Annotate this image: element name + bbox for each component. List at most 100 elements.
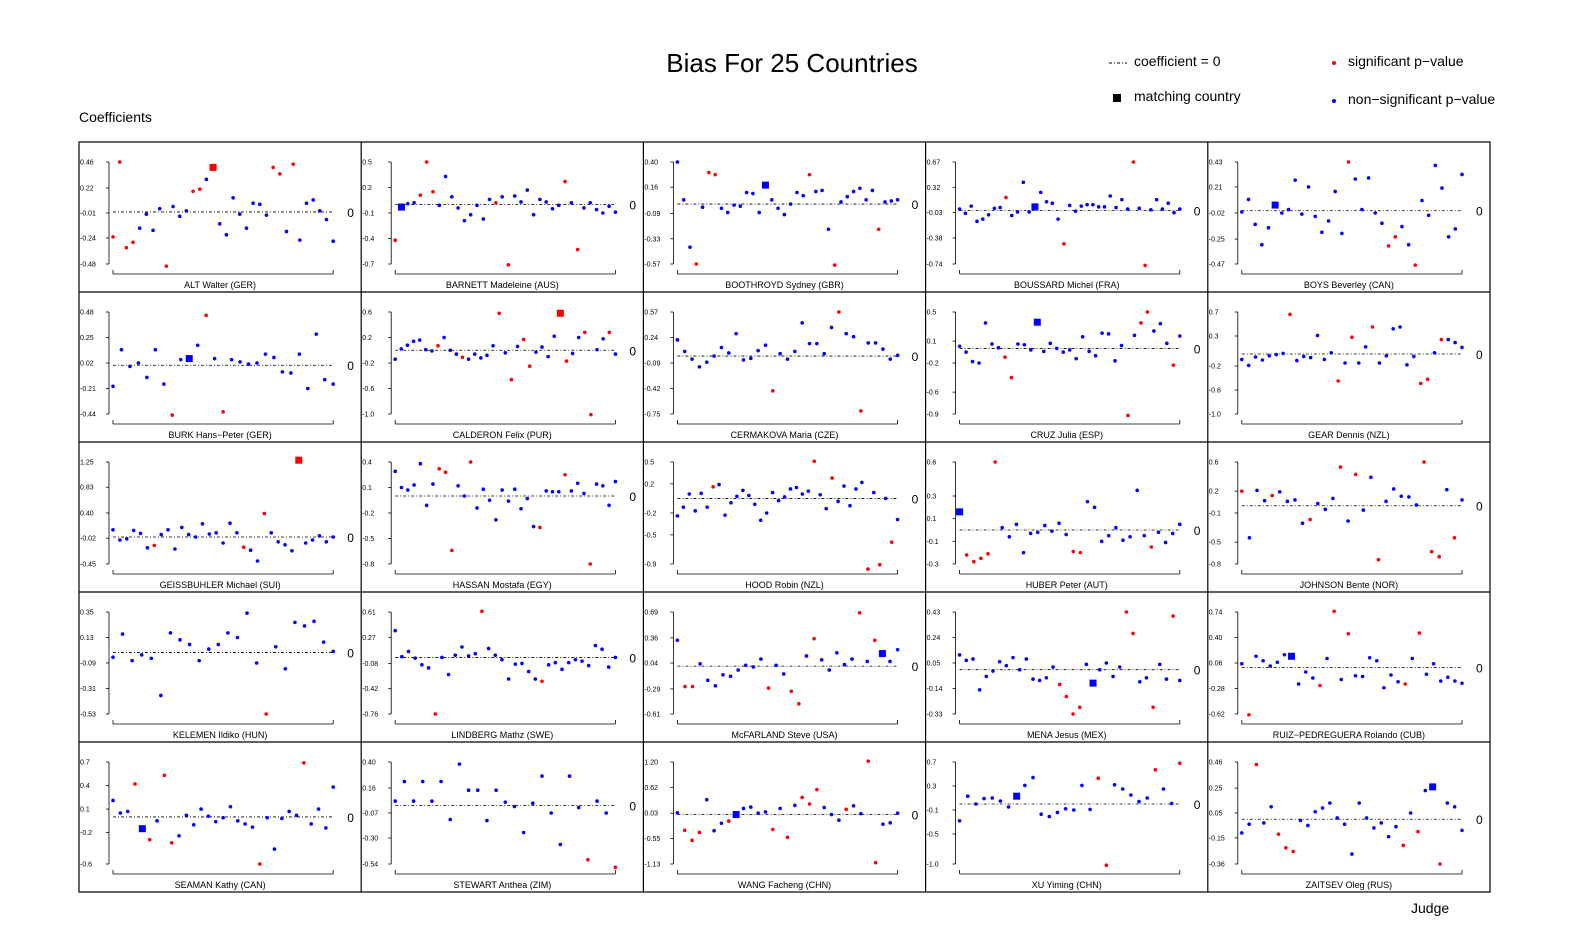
nonsignificant-point <box>582 206 586 210</box>
y-tick-label: 0.69 <box>644 610 658 617</box>
nonsignificant-point <box>155 819 159 823</box>
nonsignificant-point <box>1125 207 1130 211</box>
nonsignificant-point <box>485 818 489 823</box>
significant-point <box>1071 549 1076 554</box>
y-tick-label: 0.61 <box>362 610 376 617</box>
y-tick-label: -0.4 <box>362 236 374 243</box>
nonsignificant-point <box>1016 342 1020 346</box>
nonsignificant-point <box>1298 818 1303 823</box>
matching-country-marker <box>185 355 193 363</box>
nonsignificant-point <box>1169 801 1174 806</box>
significant-point <box>393 238 398 242</box>
nonsignificant-point <box>314 332 319 336</box>
nonsignificant-point <box>1178 334 1182 338</box>
nonsignificant-point <box>1047 814 1052 819</box>
y-tick-label: 0.48 <box>80 310 94 317</box>
nonsignificant-point <box>245 611 249 615</box>
nonsignificant-point <box>1021 180 1026 185</box>
nonsignificant-point <box>519 200 523 204</box>
nonsignificant-point <box>793 349 797 354</box>
nonsignificant-point <box>1389 673 1393 677</box>
significant-point <box>563 179 567 184</box>
nonsignificant-point <box>280 370 285 374</box>
nonsignificant-point <box>888 659 892 664</box>
nonsignificant-point <box>743 663 748 668</box>
y-tick-label: -0.3 <box>927 562 939 569</box>
significant-point <box>262 511 267 516</box>
significant-point <box>1318 683 1322 688</box>
y-tick-label: -0.54 <box>362 862 378 869</box>
nonsignificant-point <box>406 649 411 654</box>
nonsignificant-point <box>977 688 982 692</box>
matching-country-marker <box>397 203 405 211</box>
significant-point <box>509 377 514 382</box>
nonsignificant-point <box>675 514 680 518</box>
nonsignificant-point <box>486 646 491 651</box>
y-tick-label: 0.6 <box>362 310 372 317</box>
nonsignificant-point <box>859 811 863 816</box>
nonsignificant-point <box>393 628 398 633</box>
significant-point <box>1276 832 1281 836</box>
nonsignificant-point <box>998 205 1002 210</box>
nonsignificant-point <box>405 488 410 492</box>
nonsignificant-point <box>273 644 278 649</box>
significant-point <box>1437 554 1442 559</box>
nonsignificant-point <box>1102 205 1107 209</box>
nonsignificant-point <box>1084 662 1089 667</box>
significant-point <box>993 460 997 464</box>
nonsignificant-point <box>235 635 240 640</box>
nonsignificant-point <box>964 658 969 663</box>
nonsignificant-point <box>1142 533 1147 538</box>
significant-point <box>1422 460 1426 464</box>
significant-point <box>713 172 717 177</box>
zero-label: 0 <box>629 490 636 504</box>
nonsignificant-point <box>494 518 498 522</box>
nonsignificant-point <box>698 661 702 666</box>
nonsignificant-point <box>1240 210 1244 214</box>
nonsignificant-point <box>1379 821 1384 825</box>
nonsignificant-point <box>1446 235 1451 239</box>
nonsignificant-point <box>1331 496 1335 501</box>
nonsignificant-point <box>705 678 710 683</box>
nonsignificant-point <box>1093 353 1098 358</box>
nonsignificant-point <box>331 239 336 244</box>
y-tick-label: -0.30 <box>362 835 378 842</box>
significant-point <box>1338 465 1343 469</box>
significant-point <box>1240 489 1244 493</box>
nonsignificant-point <box>851 803 856 808</box>
nonsignificant-point <box>287 809 291 814</box>
nonsignificant-point <box>870 188 875 193</box>
nonsignificant-point <box>717 482 721 487</box>
nonsignificant-point <box>1112 783 1117 787</box>
nonsignificant-point <box>1055 810 1060 815</box>
significant-point <box>1353 472 1358 477</box>
nonsignificant-point <box>569 489 574 493</box>
nonsignificant-point <box>180 525 184 530</box>
zero-label: 0 <box>1194 798 1201 812</box>
nonsignificant-point <box>493 653 498 657</box>
nonsignificant-point <box>1172 210 1176 215</box>
nonsignificant-point <box>601 211 605 215</box>
nonsignificant-point <box>682 349 687 354</box>
matching-country-marker <box>1288 652 1296 660</box>
nonsignificant-point <box>431 482 435 486</box>
nonsignificant-point <box>851 189 856 194</box>
nonsignificant-point <box>822 805 826 810</box>
panel: 0.74 0.40 0.06 -0.28 -0.62 0 RUIZ−PEDREGUERA R… <box>1209 609 1483 740</box>
significant-point <box>1153 768 1158 772</box>
nonsignificant-point <box>544 489 548 493</box>
judge-name: RUIZ−PEDREGUERA Rolando (CUB) <box>1273 730 1425 740</box>
nonsignificant-point <box>1445 487 1449 492</box>
nonsignificant-point <box>681 505 686 509</box>
nonsignificant-point <box>235 531 239 535</box>
nonsignificant-point <box>1432 351 1437 355</box>
nonsignificant-point <box>1400 224 1404 229</box>
nonsignificant-point <box>145 375 149 380</box>
zero-label: 0 <box>1194 524 1201 538</box>
nonsignificant-point <box>131 528 136 533</box>
significant-point <box>1308 517 1312 522</box>
significant-point <box>1003 355 1007 359</box>
significant-point <box>1171 614 1175 618</box>
panel: 0.7 0.4 0.1 -0.2 -0.6 0 SEAMAN Kathy (CAN) <box>80 760 354 891</box>
nonsignificant-point <box>405 201 410 206</box>
